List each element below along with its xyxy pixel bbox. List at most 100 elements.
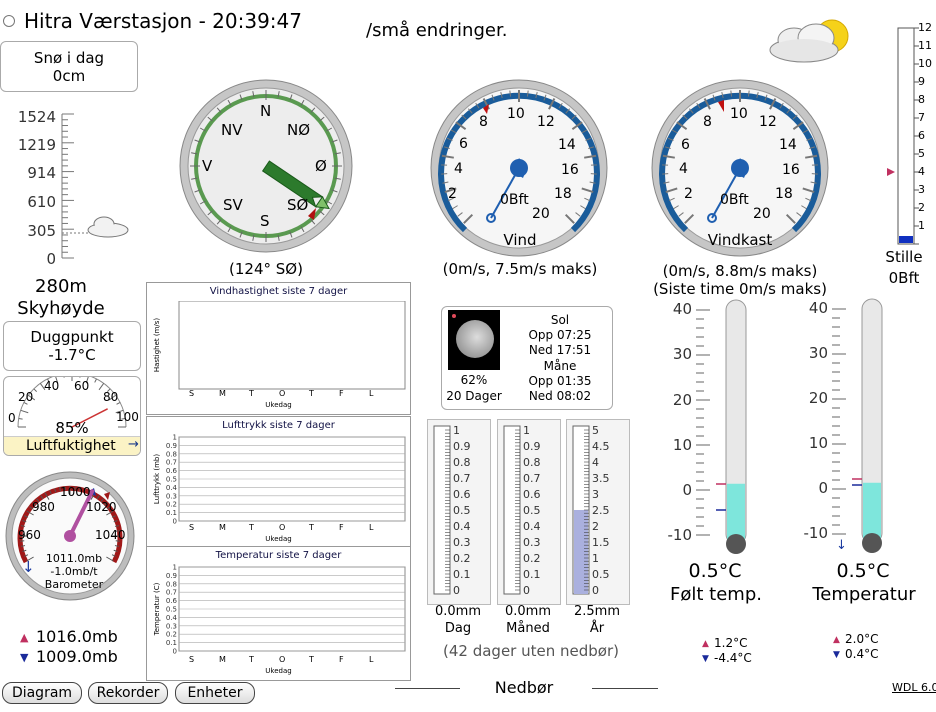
wind-chart-plot bbox=[178, 301, 406, 390]
units-button[interactable]: Enheter bbox=[175, 682, 255, 704]
day-label: S bbox=[189, 523, 195, 532]
status-indicator-icon bbox=[3, 15, 15, 27]
version-link[interactable]: WDL 6.0 bbox=[892, 681, 936, 694]
beaufort-tick: 3 bbox=[918, 183, 925, 196]
pressure-chart-ylabel: Lufttrykk (mb) bbox=[153, 453, 161, 505]
wind-center-value: 0Bft bbox=[500, 192, 529, 208]
rain-tick-label: 5 bbox=[592, 424, 599, 437]
section-divider bbox=[592, 688, 658, 689]
humidity-tick: 0 bbox=[8, 411, 16, 425]
rain-tick-label: 0 bbox=[592, 584, 599, 597]
rain-tick-label: 0.5 bbox=[592, 568, 610, 581]
beaufort-tick: 4 bbox=[918, 165, 925, 178]
rain-tick-label: 0.1 bbox=[453, 568, 471, 581]
dewpoint-value: -1.7°C bbox=[48, 346, 96, 364]
records-button[interactable]: Rekorder bbox=[88, 682, 168, 704]
rain-day-label: Dag bbox=[444, 621, 472, 636]
barometer-value: 1011.0mb bbox=[45, 552, 103, 565]
feels-tick: 30 bbox=[672, 345, 692, 363]
temperature-chart-xlabel: Ukedag bbox=[265, 667, 292, 675]
chart-tick-label: 0.4 bbox=[166, 484, 178, 492]
feels-tick: 10 bbox=[672, 436, 692, 454]
wind-tick: 16 bbox=[561, 162, 579, 178]
feels-tick: 40 bbox=[672, 300, 692, 318]
temp-tick: 0 bbox=[818, 479, 828, 497]
barometer-needle bbox=[68, 489, 95, 538]
chart-tick-label: 0.6 bbox=[166, 597, 178, 605]
pressure-chart[interactable]: Lufttrykk siste 7 dager Lufttrykk (mb) 1… bbox=[146, 416, 411, 549]
wind-tick: 2 bbox=[448, 186, 457, 202]
pressure-chart-xlabel: Ukedag bbox=[265, 535, 292, 543]
diagram-button[interactable]: Diagram bbox=[2, 682, 82, 704]
temp-tick: -10 bbox=[803, 524, 829, 542]
compass-needle bbox=[261, 160, 330, 210]
chart-tick-label: 0 bbox=[173, 648, 177, 656]
humidity-label-bar: Luftfuktighet → bbox=[4, 436, 140, 455]
chart-tick-label: 0 bbox=[173, 518, 177, 526]
barometer-tick: 960 bbox=[18, 528, 41, 542]
chart-tick-label: 0.7 bbox=[166, 459, 177, 467]
wind-tick: 18 bbox=[554, 186, 572, 202]
cloud-height-tick: 610 bbox=[27, 193, 56, 211]
rain-tick-label: 0.2 bbox=[523, 552, 541, 565]
chart-tick-label: 0.7 bbox=[166, 589, 177, 597]
wind-tick: 14 bbox=[558, 137, 576, 153]
day-label: O bbox=[279, 389, 286, 398]
chart-tick-label: 0.1 bbox=[166, 639, 177, 647]
humidity-tick: 80 bbox=[103, 390, 119, 404]
dry-days-text: (42 dager uten nedbør) bbox=[443, 642, 619, 660]
right-arrow-icon: → bbox=[128, 437, 139, 452]
feels-label: Følt temp. bbox=[670, 584, 762, 605]
rain-tick-label: 3 bbox=[592, 488, 599, 501]
chart-tick-label: 0.5 bbox=[166, 606, 177, 614]
temperature-chart-title: Temperatur siste 7 dager bbox=[215, 550, 342, 561]
moon-label: Måne bbox=[543, 359, 577, 373]
wind-chart[interactable]: Vindhastighet siste 7 dager Hastighet (m… bbox=[146, 282, 411, 415]
wind-tick: 6 bbox=[459, 136, 468, 152]
wind-gust-gauge bbox=[651, 79, 829, 257]
feels-high: 1.2°C bbox=[714, 636, 748, 650]
chart-tick-label: 0.9 bbox=[166, 442, 177, 450]
humidity-label: Luftfuktighet bbox=[26, 438, 116, 454]
rain-tick-label: 2 bbox=[592, 520, 599, 533]
wind-direction-compass bbox=[179, 79, 353, 253]
day-label: O bbox=[279, 523, 286, 532]
temp-tick: 40 bbox=[808, 299, 828, 317]
feels-tick: 20 bbox=[672, 391, 692, 409]
beaufort-value: 0Bft bbox=[888, 269, 920, 287]
chart-tick-label: 0.2 bbox=[166, 631, 177, 639]
barometer-high: 1016.0mb bbox=[36, 627, 118, 646]
rain-tick-label: 0.4 bbox=[523, 520, 541, 533]
rain-month-label: Måned bbox=[506, 621, 550, 636]
chart-tick-label: 0.2 bbox=[166, 501, 177, 509]
low-triangle-icon: ▼ bbox=[20, 651, 29, 664]
gust-tick: 8 bbox=[703, 114, 712, 130]
rain-year-gauge: 5 4.5 4 3.5 3 2.5 2 1.5 1 0.5 0 bbox=[566, 419, 630, 605]
day-label: T bbox=[249, 389, 254, 398]
day-label: T bbox=[249, 523, 254, 532]
rain-tick-label: 3.5 bbox=[592, 472, 610, 485]
wind-speed-gauge bbox=[430, 79, 608, 257]
cloud-height-tick: 1219 bbox=[17, 136, 56, 154]
wind-chart-ylabel: Hastighet (m/s) bbox=[153, 317, 161, 373]
chart-tick-label: 1 bbox=[173, 434, 177, 442]
astro-box: 62% 20 Dager Sol Opp 07:25 Ned 17:51 Mån… bbox=[441, 306, 613, 410]
temp-high: 2.0°C bbox=[845, 632, 879, 646]
section-divider bbox=[395, 688, 460, 689]
day-label: F bbox=[339, 655, 344, 664]
wind-chart-title: Vindhastighet siste 7 dager bbox=[209, 286, 348, 297]
gust-tick: 18 bbox=[775, 186, 793, 202]
chart-tick-label: 0.8 bbox=[166, 580, 177, 588]
rain-tick-label: 1.5 bbox=[592, 536, 610, 549]
rain-tick-label: 0.8 bbox=[453, 456, 471, 469]
cloud-height-tick: 0 bbox=[46, 250, 56, 268]
gust-tick: 20 bbox=[753, 206, 771, 222]
compass-caption: (124° SØ) bbox=[229, 260, 303, 278]
beaufort-tick: 12 bbox=[918, 21, 932, 34]
day-label: T bbox=[309, 655, 314, 664]
temperature-chart[interactable]: Temperatur siste 7 dager Temperatur (C) … bbox=[146, 546, 411, 681]
wind-tick: 8 bbox=[479, 114, 488, 130]
barometer-tick: 1020 bbox=[86, 500, 117, 514]
day-label: T bbox=[309, 389, 314, 398]
compass-label-n: N bbox=[260, 102, 272, 120]
